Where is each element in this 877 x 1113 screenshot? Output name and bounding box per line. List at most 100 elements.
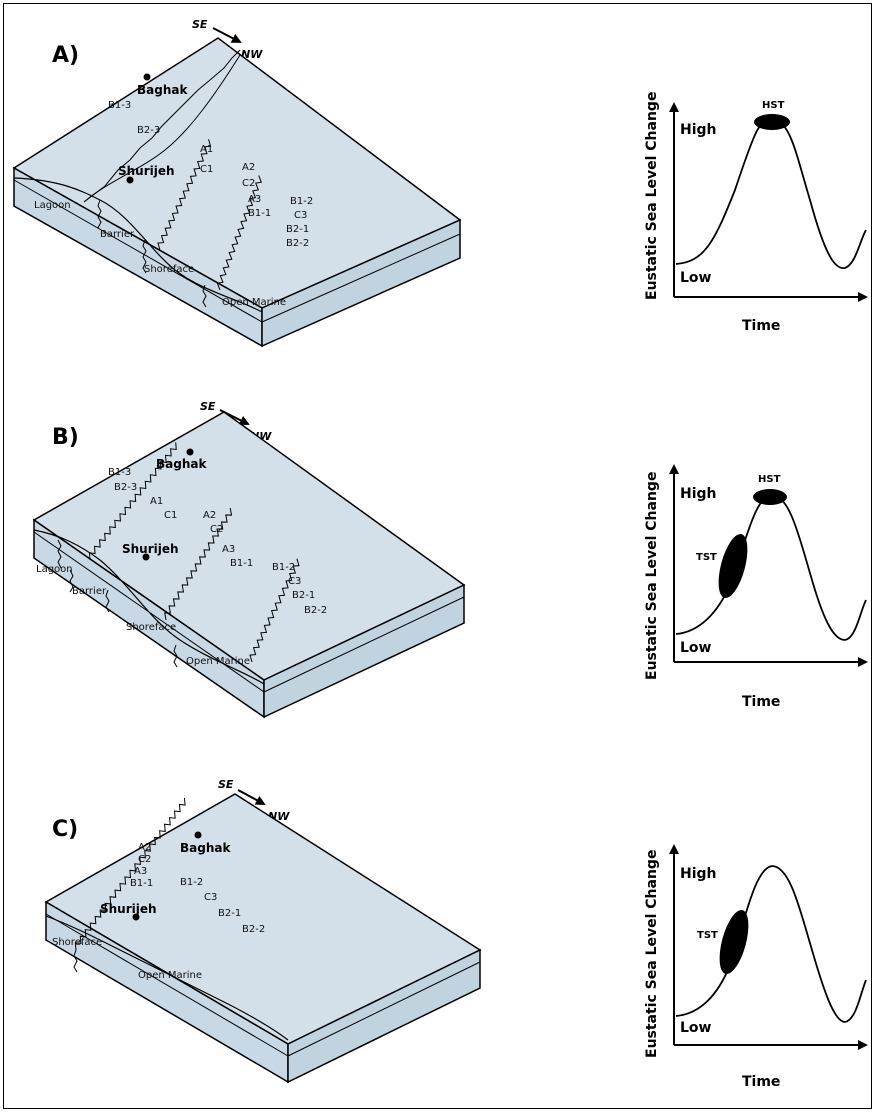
unit-label: C1 — [164, 510, 177, 521]
direction-from: SE — [200, 400, 216, 413]
facies-boundary — [157, 139, 212, 251]
curve-ylabel: Eustatic Sea Level Change — [644, 472, 660, 680]
unit-label: B1-2 — [272, 562, 295, 573]
unit-label: B1-1 — [248, 208, 271, 219]
panel-a: A) SE NW Baghak Shur — [12, 18, 868, 348]
town-marker-icon — [142, 553, 150, 561]
unit-label: B2-1 — [218, 908, 241, 919]
unit-label: B2-3 — [114, 482, 137, 493]
unit-label: C3 — [288, 576, 301, 587]
unit-label: B1-2 — [290, 196, 313, 207]
panel-b-curve: Eustatic Sea Level Change High Low Time … — [644, 464, 868, 710]
town-shurijeh: Shurijeh — [122, 542, 179, 556]
tst-ellipse — [718, 533, 748, 599]
layer-line — [261, 233, 461, 323]
panel-c-label: C) — [52, 817, 78, 842]
hst-ellipse — [753, 489, 787, 505]
unit-label: C2 — [138, 854, 151, 865]
curve-low-label: Low — [680, 1020, 712, 1036]
facies-label: Open Marine — [222, 297, 286, 308]
panel-b-label: B) — [52, 425, 79, 450]
systems-tract-label: HST — [762, 100, 785, 111]
unit-label: B2-2 — [242, 924, 265, 935]
unit-label: B2-2 — [286, 238, 309, 249]
facies-label: Barrier — [72, 586, 107, 597]
facies-label: Lagoon — [34, 200, 71, 211]
unit-label: B1-2 — [180, 877, 203, 888]
systems-tract-label: TST — [697, 930, 718, 941]
facies-profile — [33, 529, 265, 685]
facies-label: Shoreface — [126, 622, 176, 633]
curve-high-label: High — [680, 486, 717, 502]
panel-a-label: A) — [52, 43, 79, 68]
facies-label: Open Marine — [138, 970, 202, 981]
tst-ellipse — [719, 909, 749, 975]
panel-a-block — [12, 37, 462, 348]
block-side-face — [261, 218, 461, 348]
sea-level-curve — [675, 865, 867, 1023]
panel-c-curve: Eustatic Sea Level Change High Low Time … — [644, 844, 868, 1090]
town-marker-icon — [126, 176, 134, 184]
unit-label: A1 — [150, 496, 163, 507]
panel-c-block — [44, 793, 482, 1084]
curve-high-label: High — [680, 866, 717, 882]
hst-ellipse — [754, 114, 790, 130]
town-shurijeh: Shurijeh — [118, 164, 175, 178]
facies-boundary — [164, 507, 233, 621]
unit-label: B2-2 — [304, 605, 327, 616]
unit-label: A2 — [138, 842, 151, 853]
layer-line — [287, 961, 481, 1057]
curve-high-label: High — [680, 122, 717, 138]
direction-arrow-icon — [212, 27, 242, 43]
layer-line — [45, 913, 289, 1057]
unit-label: C2 — [242, 178, 255, 189]
curve-ylabel: Eustatic Sea Level Change — [644, 92, 660, 300]
layer-line — [263, 596, 465, 693]
town-shurijeh: Shurijeh — [100, 902, 157, 916]
panel-a-direction: SE NW — [192, 18, 263, 61]
facies-boundary — [249, 558, 300, 663]
curve-xlabel: Time — [742, 1074, 780, 1090]
unit-label: B1-3 — [108, 100, 131, 111]
layer-line — [13, 179, 263, 323]
town-marker-icon — [186, 448, 194, 456]
unit-label: A2 — [203, 510, 216, 521]
facies-profile — [13, 177, 263, 313]
unit-label: C2 — [210, 524, 223, 535]
curve-low-label: Low — [680, 640, 712, 656]
curve-ylabel: Eustatic Sea Level Change — [644, 850, 660, 1058]
direction-from: SE — [218, 778, 234, 791]
block-side-face — [263, 583, 465, 719]
facies-label: Open Marine — [186, 656, 250, 667]
systems-tract-label: TST — [696, 552, 717, 563]
unit-label: A3 — [222, 544, 235, 555]
unit-label: A1 — [200, 144, 213, 155]
facies-label: Shoreface — [52, 937, 102, 948]
curve-low-label: Low — [680, 270, 712, 286]
unit-label: C3 — [294, 210, 307, 221]
unit-label: A2 — [242, 162, 255, 173]
curve-xlabel: Time — [742, 318, 780, 334]
direction-arrow-icon — [237, 789, 266, 805]
unit-label: B1-1 — [230, 558, 253, 569]
curve-xlabel: Time — [742, 694, 780, 710]
unit-label: A3 — [134, 866, 147, 877]
town-baghak: Baghak — [156, 457, 207, 471]
unit-label: B2-1 — [292, 590, 315, 601]
facies-label: Shoreface — [144, 264, 194, 275]
unit-label: C1 — [200, 164, 213, 175]
town-baghak: Baghak — [180, 841, 231, 855]
unit-label: B1-3 — [108, 467, 131, 478]
panel-b: B) SE NW Baghak Shurijeh Lagoon Barrier — [32, 400, 868, 719]
unit-label: B1-1 — [130, 878, 153, 889]
systems-tract-label: HST — [758, 474, 781, 485]
direction-to: NW — [241, 48, 263, 61]
facies-boundary — [83, 49, 241, 203]
panel-a-curve: Eustatic Sea Level Change High Low Time … — [644, 92, 868, 334]
facies-label: Barrier — [100, 229, 135, 240]
unit-label: B2-3 — [137, 125, 160, 136]
sea-level-curve — [675, 494, 867, 641]
direction-from: SE — [192, 18, 208, 31]
facies-boundary — [216, 175, 262, 291]
